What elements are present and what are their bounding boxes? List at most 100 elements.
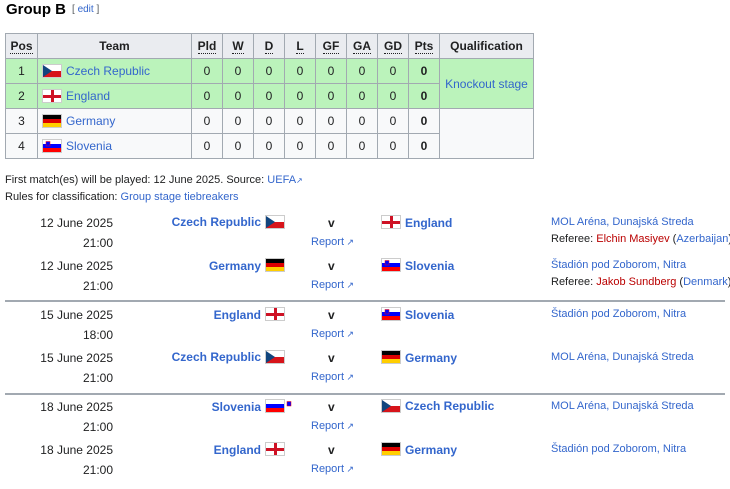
cell-gf: 0 — [315, 108, 347, 134]
away-team: Czech Republic — [381, 399, 494, 413]
header-l[interactable]: L — [284, 33, 316, 59]
cell-ga: 0 — [346, 58, 378, 84]
cell-qualification: Knockout stage — [439, 58, 534, 109]
report-label: Report — [311, 236, 345, 248]
first-match-text: First match(es) will be played: 12 June … — [5, 174, 268, 186]
cell-w: 0 — [222, 83, 254, 109]
header-gd[interactable]: GD — [377, 33, 409, 59]
flag-england-icon — [381, 215, 401, 229]
cell-team: Czech Republic — [37, 58, 192, 84]
venue-link[interactable]: Štadión pod Zoborom, Nitra — [551, 308, 687, 320]
header-team: Team — [37, 33, 192, 59]
cell-pos: 3 — [5, 108, 38, 134]
cell-d: 0 — [253, 108, 285, 134]
referee-link[interactable]: Jakob Sundberg — [596, 276, 677, 288]
edit-link[interactable]: edit — [77, 4, 94, 15]
cell-team: Slovenia — [37, 133, 192, 159]
cell-gd: 0 — [377, 58, 409, 84]
team-link[interactable]: Slovenia — [66, 138, 113, 153]
home-team: England — [214, 307, 285, 322]
referee-country-link[interactable]: Azerbaijan — [676, 233, 729, 245]
referee-country-link[interactable]: Denmark — [683, 276, 728, 288]
away-team-link[interactable]: Germany — [405, 351, 458, 365]
match-row: 15 June 2025 21:00 Czech Republic v Repo… — [0, 349, 730, 392]
table-header-row: Pos Team Pld W D L GF GA GD Pts Qualific… — [5, 33, 534, 59]
report-link[interactable]: Report ↗ — [311, 420, 354, 432]
cell-pts: 0 — [408, 58, 440, 84]
report-label: Report — [311, 371, 345, 383]
header-gf[interactable]: GF — [315, 33, 347, 59]
away-team: Slovenia — [381, 307, 454, 322]
match-date: 15 June 2025 — [40, 351, 113, 365]
versus: v — [328, 216, 335, 230]
matchday-divider — [5, 300, 725, 302]
home-team-link[interactable]: Germany — [208, 259, 261, 273]
home-team: England — [214, 442, 285, 457]
team-link[interactable]: Czech Republic — [66, 63, 151, 78]
versus: v — [328, 259, 335, 273]
flag-england-icon — [265, 307, 285, 321]
referee-info: Referee: Jakob Sundberg (Denmark) — [551, 276, 730, 288]
cell-team: England — [37, 83, 192, 109]
home-team: Germany — [209, 258, 285, 273]
venue-link[interactable]: MOL Aréna, Dunajská Streda — [551, 216, 694, 228]
flag-germany-icon — [265, 258, 285, 272]
away-team-link[interactable]: Slovenia — [405, 308, 455, 322]
away-team-link[interactable]: Germany — [405, 443, 458, 457]
away-team: Germany — [381, 442, 457, 457]
flag-czech-icon — [265, 215, 285, 229]
home-team-link[interactable]: Czech Republic — [171, 215, 261, 229]
report-link[interactable]: Report ↗ — [311, 279, 354, 291]
flag-slovenia-icon — [42, 139, 62, 154]
matchday-divider — [5, 393, 725, 395]
cell-l: 0 — [284, 83, 316, 109]
report-label: Report — [311, 279, 345, 291]
table-row: 3 Germany 0 0 0 0 0 0 0 0 — [5, 108, 534, 159]
away-team-link[interactable]: Slovenia — [405, 259, 455, 273]
header-pts[interactable]: Pts — [408, 33, 440, 59]
source-link[interactable]: UEFA — [267, 174, 297, 186]
header-d[interactable]: D — [253, 33, 285, 59]
home-team-link[interactable]: England — [213, 443, 261, 457]
home-team-link[interactable]: England — [213, 308, 261, 322]
report-link[interactable]: Report ↗ — [311, 371, 354, 383]
match-row: 18 June 2025 21:00 England v Report ↗ Ge… — [0, 441, 730, 484]
venue-link[interactable]: MOL Aréna, Dunajská Streda — [551, 400, 694, 412]
cell-gf: 0 — [315, 133, 347, 159]
external-link-icon: ↗ — [344, 237, 355, 247]
section-heading: Group B — [6, 1, 66, 18]
report-link[interactable]: Report ↗ — [311, 328, 354, 340]
cell-gd: 0 — [377, 108, 409, 134]
away-team-link[interactable]: England — [405, 216, 453, 230]
header-pos[interactable]: Pos — [5, 33, 38, 59]
report-label: Report — [311, 420, 345, 432]
away-team-link[interactable]: Czech Republic — [405, 399, 495, 413]
header-qualification: Qualification — [439, 33, 534, 59]
match-row: 12 June 2025 21:00 Czech Republic v Repo… — [0, 214, 730, 257]
venue-link[interactable]: Štadión pod Zoborom, Nitra — [551, 259, 687, 271]
venue-link[interactable]: Štadión pod Zoborom, Nitra — [551, 443, 687, 455]
cell-pos: 1 — [5, 58, 38, 84]
match-date: 12 June 2025 — [40, 259, 113, 273]
header-ga[interactable]: GA — [346, 33, 378, 59]
referee-label: Referee: — [551, 233, 597, 245]
knockout-stage-link[interactable]: Knockout stage — [445, 76, 528, 91]
external-link-icon: ↗ — [344, 464, 355, 474]
header-pld[interactable]: Pld — [191, 33, 223, 59]
cell-ga: 0 — [346, 108, 378, 134]
referee-link[interactable]: Elchin Masiyev — [596, 233, 670, 245]
flag-slovenia-icon — [265, 399, 292, 413]
team-link[interactable]: Germany — [66, 113, 116, 128]
external-link-icon: ↗ — [344, 329, 355, 339]
tiebreakers-link[interactable]: Group stage tiebreakers — [120, 191, 239, 203]
team-link[interactable]: England — [66, 88, 111, 103]
header-w[interactable]: W — [222, 33, 254, 59]
venue-link[interactable]: MOL Aréna, Dunajská Streda — [551, 351, 694, 363]
report-link[interactable]: Report ↗ — [311, 463, 354, 475]
home-team-link[interactable]: Czech Republic — [171, 350, 261, 364]
home-team-link[interactable]: Slovenia — [211, 400, 261, 414]
match-date: 12 June 2025 — [40, 216, 113, 230]
match-date: 18 June 2025 — [40, 400, 113, 414]
match-time: 21:00 — [82, 279, 113, 293]
report-link[interactable]: Report ↗ — [311, 236, 354, 248]
